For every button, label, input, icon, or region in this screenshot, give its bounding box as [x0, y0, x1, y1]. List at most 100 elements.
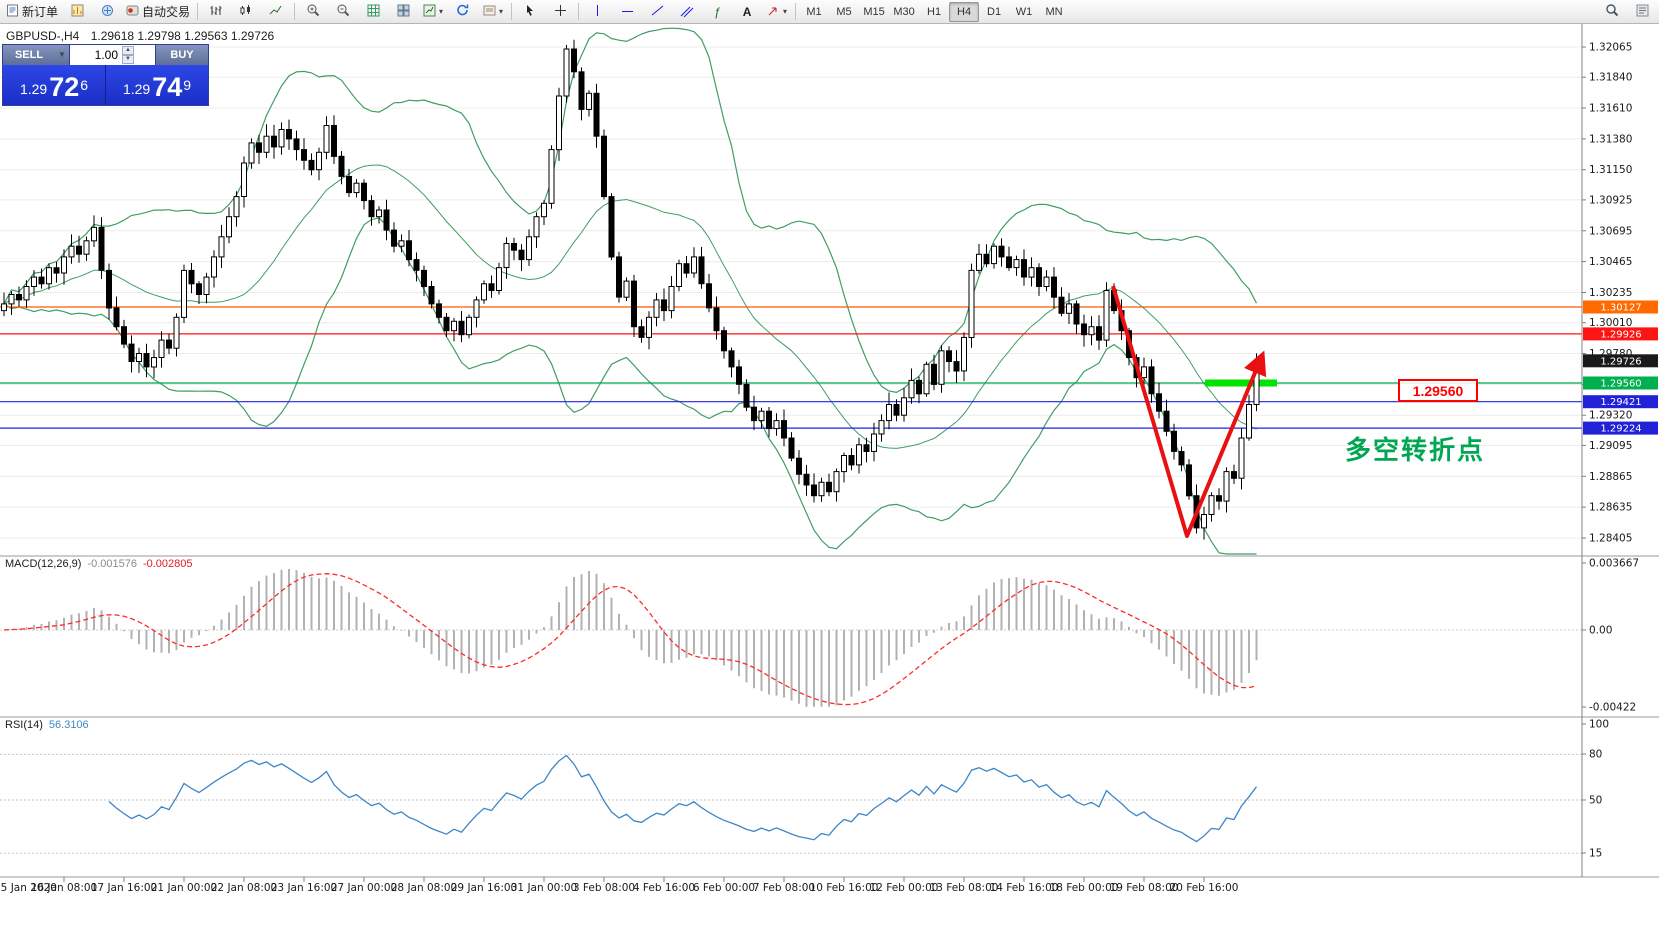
- timeframe-h1-button[interactable]: H1: [927, 5, 942, 18]
- ohlc-values: 1.29618 1.29798 1.29563 1.29726: [90, 29, 275, 43]
- svg-text:15 Jan 2020: 15 Jan 2020: [0, 882, 57, 894]
- svg-text:14 Feb 16:00: 14 Feb 16:00: [990, 882, 1059, 894]
- channel-tool-button[interactable]: [672, 1, 702, 23]
- volume-stepper[interactable]: ▲ ▼: [122, 46, 134, 64]
- svg-text:23 Jan 16:00: 23 Jan 16:00: [271, 882, 337, 894]
- svg-text:6 Feb 00:00: 6 Feb 00:00: [693, 882, 755, 894]
- horizontal-line-tool-button[interactable]: [612, 1, 642, 23]
- timeframe-d1-button[interactable]: D1: [987, 5, 1002, 18]
- sell-button[interactable]: SELL: [3, 45, 55, 65]
- svg-text:0.003667: 0.003667: [1589, 558, 1639, 570]
- svg-text:1.28865: 1.28865: [1589, 471, 1632, 483]
- support-resistance-lines[interactable]: [0, 306, 1582, 429]
- svg-text:7 Feb 08:00: 7 Feb 08:00: [753, 882, 815, 894]
- symbol-timeframe: GBPUSD-,H4: [6, 29, 80, 43]
- grid-button[interactable]: [358, 1, 388, 23]
- trend-arrow[interactable]: [1111, 285, 1267, 538]
- sell-price-pips: 72: [49, 72, 80, 102]
- sell-price-point: 6: [80, 77, 89, 93]
- chart-canvas: 1.32065 1.31840 1.31610 1.31380 1.31150 1.309…: [0, 24, 1659, 894]
- market-watch-icon: [71, 4, 84, 20]
- new-order-label: 新订单: [22, 5, 59, 19]
- stepper-up-icon[interactable]: ▲: [122, 46, 134, 55]
- autotrading-label: 自动交易: [142, 5, 191, 19]
- new-chart-button[interactable]: ▾: [418, 1, 448, 23]
- buy-price-button[interactable]: 1.29 74 9: [106, 65, 208, 105]
- svg-text:1.29224: 1.29224: [1600, 424, 1641, 435]
- chart-properties-button[interactable]: ▾: [478, 1, 508, 23]
- timeframe-w1-button[interactable]: W1: [1015, 5, 1033, 18]
- navigator-icon: [101, 4, 114, 20]
- svg-text:100: 100: [1589, 719, 1609, 731]
- arrows-tool-button[interactable]: ▾: [762, 1, 792, 23]
- zoom-out-button[interactable]: [328, 1, 358, 23]
- rsi-name: RSI(14): [5, 719, 43, 731]
- refresh-icon: [456, 3, 470, 20]
- timeframe-m1-button[interactable]: M1: [806, 5, 822, 18]
- search-button[interactable]: [1597, 1, 1627, 23]
- quick-panel-button[interactable]: [1627, 1, 1657, 23]
- stepper-down-icon[interactable]: ▼: [122, 55, 134, 64]
- volume-field: ▲▼: [69, 45, 156, 65]
- zoom-out-icon: [336, 3, 350, 20]
- price-axis[interactable]: 1.32065 1.31840 1.31610 1.31380 1.31150 1.309…: [1581, 24, 1639, 877]
- svg-text:21 Jan 00:00: 21 Jan 00:00: [151, 882, 217, 894]
- toolbar-separator: [197, 3, 199, 20]
- svg-text:22 Jan 08:00: 22 Jan 08:00: [211, 882, 277, 894]
- chevron-down-icon: ▾: [499, 6, 504, 16]
- fibonacci-icon: ƒ: [713, 4, 721, 19]
- trendline-tool-button[interactable]: [642, 1, 672, 23]
- toolbar-separator: [294, 3, 296, 20]
- new-order-button[interactable]: 新订单: [2, 1, 62, 23]
- main-toolbar: 新订单 自动交易 ▾ ▾ ƒ A ▾ M1 M5 M15 M3: [0, 0, 1659, 24]
- highlight-segment[interactable]: [1205, 379, 1277, 387]
- navigator-button[interactable]: [92, 1, 122, 23]
- fibonacci-tool-button[interactable]: ƒ: [702, 1, 732, 23]
- svg-text:19 Feb 08:00: 19 Feb 08:00: [1110, 882, 1179, 894]
- chevron-down-icon: ▾: [783, 6, 788, 16]
- svg-text:1.32065: 1.32065: [1589, 42, 1632, 54]
- timeframe-mn-button[interactable]: MN: [1045, 5, 1063, 18]
- bar-chart-type-button[interactable]: [201, 1, 231, 23]
- cursor-tool-button[interactable]: [515, 1, 545, 23]
- svg-text:3 Feb 08:00: 3 Feb 08:00: [573, 882, 635, 894]
- price-note-box[interactable]: 1.29560: [1398, 379, 1478, 402]
- panel-separators[interactable]: [0, 555, 1659, 878]
- crosshair-tool-button[interactable]: [545, 1, 575, 23]
- timeframe-h4-button[interactable]: H4: [949, 1, 980, 22]
- tile-windows-button[interactable]: [388, 1, 418, 23]
- buy-button[interactable]: BUY: [156, 45, 208, 65]
- candle-chart-type-button[interactable]: [231, 1, 261, 23]
- chart-area[interactable]: 1.32065 1.31840 1.31610 1.31380 1.31150 1.309…: [0, 24, 1659, 950]
- refresh-button[interactable]: [448, 1, 478, 23]
- svg-text:1.30010: 1.30010: [1589, 317, 1632, 329]
- turning-point-note[interactable]: 多空转折点: [1345, 435, 1486, 465]
- svg-text:1.29560: 1.29560: [1600, 379, 1641, 390]
- chevron-down-icon: ▼: [58, 50, 66, 59]
- order-type-dropdown[interactable]: ▼: [55, 45, 69, 65]
- tile-windows-icon: [397, 4, 410, 20]
- text-tool-button[interactable]: A: [732, 1, 762, 23]
- market-watch-button[interactable]: [62, 1, 92, 23]
- macd-histogram: [10, 569, 1258, 707]
- bar-chart-icon: [209, 4, 223, 20]
- autotrading-button[interactable]: 自动交易: [122, 1, 194, 23]
- svg-text:80: 80: [1589, 749, 1602, 761]
- svg-text:1.30695: 1.30695: [1589, 225, 1632, 237]
- vertical-line-tool-button[interactable]: [582, 1, 612, 23]
- line-chart-type-button[interactable]: [261, 1, 291, 23]
- sell-price-button[interactable]: 1.29 72 6: [3, 65, 105, 105]
- volume-input[interactable]: [70, 46, 120, 64]
- macd-main-value: -0.001576: [87, 558, 137, 570]
- timeframe-m15-button[interactable]: M15: [863, 5, 885, 18]
- autotrading-icon: [126, 4, 139, 20]
- svg-text:27 Jan 00:00: 27 Jan 00:00: [331, 882, 397, 894]
- zoom-in-button[interactable]: [298, 1, 328, 23]
- rsi-level-lines: [0, 753, 1582, 854]
- timeframe-m30-button[interactable]: M30: [893, 5, 915, 18]
- timeframe-m5-button[interactable]: M5: [836, 5, 852, 18]
- svg-text:20 Feb 16:00: 20 Feb 16:00: [1170, 882, 1239, 894]
